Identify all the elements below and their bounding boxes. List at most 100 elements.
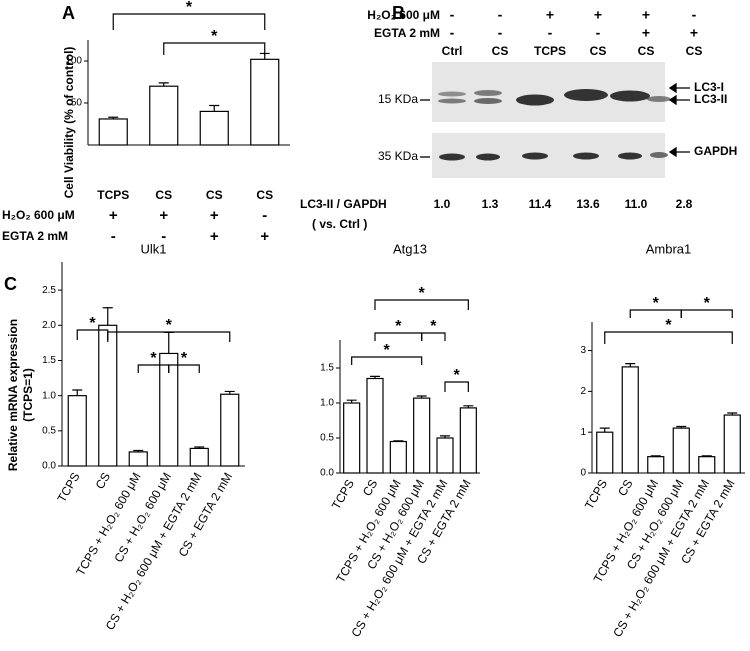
treatment-sign: - (111, 228, 116, 245)
bar (98, 324, 118, 467)
x-tick-label: TCPS (54, 470, 82, 505)
band-label: LC3-II (694, 92, 727, 106)
significance-star: * (419, 285, 426, 302)
significance-star: * (181, 350, 188, 367)
bar (366, 377, 384, 474)
treatment-sign: - (161, 228, 166, 245)
y-tick-label: 0 (580, 468, 586, 479)
marker-label: 15 KDa (378, 92, 418, 106)
significance-bracket (107, 331, 231, 342)
error-bar (440, 435, 450, 438)
ratio-value: 13.6 (576, 197, 600, 211)
chart-title: Ambra1 (646, 241, 692, 256)
significance-bracket (163, 42, 266, 55)
ratio-value: 11.4 (529, 197, 552, 211)
significance-bracket (168, 364, 200, 373)
y-tick-label: 1.5 (42, 355, 56, 366)
significance-star: * (395, 318, 402, 335)
error-bar (102, 307, 113, 326)
bar (199, 110, 229, 146)
significance-star: * (430, 318, 437, 335)
significance-bracket (421, 332, 446, 341)
marker-label: 35 KDa (378, 149, 418, 163)
bar (98, 118, 128, 146)
ratio-value: 11.0 (625, 197, 648, 211)
treatment-sign: - (596, 25, 601, 41)
bar (621, 366, 639, 474)
treatment-sign: - (548, 25, 553, 41)
bar (250, 58, 280, 146)
error-bar (158, 82, 169, 87)
treatment-sign: + (260, 228, 269, 245)
error-bar (701, 455, 712, 457)
y-tick-label: 1 (580, 427, 586, 438)
ratio-label: LC3-II / GAPDH (300, 197, 387, 211)
x-tick-label: CS (615, 477, 635, 498)
x-tick-label: CS (360, 477, 380, 498)
bar (596, 431, 614, 474)
y-tick-label: 1.5 (320, 363, 334, 374)
y-tick-label: 2.0 (42, 320, 56, 331)
y-tick-label: 2 (580, 386, 586, 397)
bar (459, 407, 477, 474)
significance-star: * (454, 367, 461, 384)
chart-title: Atg13 (393, 241, 427, 256)
bar (436, 437, 454, 474)
treatment-sign: - (692, 7, 697, 23)
y-axis-label: Cell Viability (% of control) (62, 47, 76, 199)
y-tick-label: 100 (65, 56, 82, 67)
bar (723, 414, 741, 474)
error-bar (393, 440, 404, 442)
bar (389, 440, 407, 474)
lane-label: CS (590, 44, 607, 58)
significance-star: * (150, 350, 157, 367)
band-label: GAPDH (694, 144, 737, 158)
y-tick-label: 2.5 (42, 285, 56, 296)
treatment-sign: + (109, 207, 118, 224)
y-axis-label: Relative mRNA expression (6, 319, 20, 471)
treatment-sign: - (498, 7, 503, 23)
ratio-value: 1.0 (434, 197, 451, 211)
ratio-value: 1.3 (482, 197, 499, 211)
y-tick-label: 0.0 (42, 461, 56, 472)
significance-star: * (166, 317, 173, 334)
significance-star: * (211, 28, 218, 45)
lane-label: CS (492, 44, 509, 58)
significance-star: * (704, 295, 711, 312)
significance-bracket (374, 299, 469, 310)
error-bar (370, 375, 380, 379)
x-tick-label: CS (256, 188, 273, 202)
treatment-sign: - (262, 207, 267, 224)
error-bar (346, 399, 357, 403)
significance-bracket (351, 356, 423, 365)
treatment-sign: + (642, 7, 650, 23)
treatment-sign: + (690, 25, 698, 41)
bar (343, 402, 361, 474)
bar (413, 397, 431, 474)
lane-label: CS (686, 44, 703, 58)
lane-label: Ctrl (442, 44, 463, 58)
treatment-label: H₂O₂ 600 μM (2, 208, 75, 222)
panel-label: A (62, 3, 75, 23)
bar (647, 456, 665, 474)
error-bar (133, 449, 144, 452)
lane-label: CS (638, 44, 655, 58)
y-axis-label: (TCPS=1) (21, 368, 35, 422)
blot-bands (438, 89, 671, 161)
y-tick-label: 50 (71, 98, 83, 109)
treatment-sign: - (498, 25, 503, 41)
error-bar (625, 363, 636, 367)
significance-star: * (653, 295, 660, 312)
significance-star: * (665, 317, 672, 334)
y-tick-label: 3 (580, 345, 586, 356)
treatment-sign: - (450, 25, 455, 41)
treatment-label: H₂O₂ 600 μM (367, 8, 440, 22)
blot-arrows (420, 82, 690, 158)
y-tick-label: 0.0 (320, 468, 334, 479)
significance-star: * (384, 342, 391, 359)
bar (189, 447, 209, 467)
treatment-label: EGTA 2 mM (2, 229, 68, 243)
treatment-sign: + (210, 207, 219, 224)
treatment-sign: + (642, 25, 650, 41)
